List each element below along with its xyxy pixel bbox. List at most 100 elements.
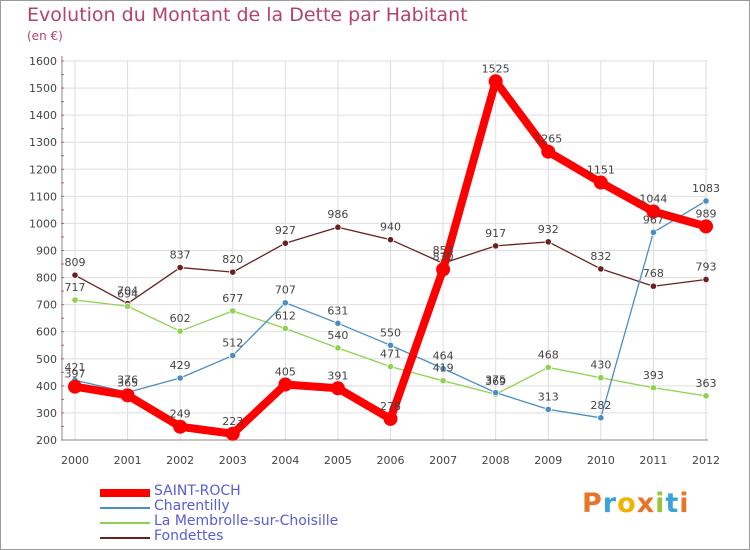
legend-swatch (100, 507, 150, 509)
data-label: 1151 (587, 164, 615, 177)
series (68, 74, 713, 441)
data-label: 468 (538, 348, 559, 361)
data-label: 853 (433, 244, 454, 257)
data-label: 471 (380, 348, 401, 361)
legend-label: SAINT-ROCH (154, 483, 241, 499)
data-point (281, 239, 289, 247)
logo-letter: r (602, 488, 618, 519)
data-point (649, 282, 658, 290)
logo-letter: t (665, 488, 680, 519)
data-label: 550 (380, 326, 401, 339)
x-tick-label: 2010 (587, 454, 615, 467)
data-point (439, 364, 447, 373)
data-point (334, 223, 342, 231)
data-point (702, 275, 710, 284)
legend-label: La Membrolle-sur-Choisille (154, 513, 339, 529)
data-point (702, 197, 710, 205)
x-tick-label: 2003 (219, 454, 247, 467)
data-point (544, 238, 552, 246)
data-label: 837 (170, 249, 191, 262)
data-label: 707 (275, 284, 296, 297)
data-label: 677 (222, 292, 243, 305)
y-tick-label: 1400 (29, 109, 57, 122)
data-point (544, 363, 552, 372)
legend-swatch (100, 489, 150, 497)
data-label: 1525 (482, 62, 510, 75)
x-tick-label: 2007 (429, 454, 457, 467)
data-label: 375 (485, 374, 506, 387)
legend-label: Charentilly (154, 498, 230, 514)
data-label: 464 (433, 350, 454, 363)
proxiti-logo: Proxiti (582, 488, 690, 519)
data-label: 1044 (639, 193, 667, 206)
data-label: 830 (433, 250, 454, 263)
y-tick-label: 800 (36, 272, 57, 285)
x-tick-label: 2004 (271, 454, 299, 467)
data-label: 369 (485, 375, 506, 388)
line-chart: 200 300 400 500 600 700 800 900 1000 1100 1200 1300… (29, 55, 720, 467)
data-label: 602 (170, 312, 191, 325)
data-point (68, 379, 82, 394)
data-point (646, 204, 661, 219)
data-point (699, 219, 713, 234)
data-point (334, 319, 342, 327)
data-label: 397 (65, 368, 86, 381)
y-tick-label: 700 (36, 299, 57, 312)
x-tick-label: 2002 (166, 454, 194, 467)
y-tick-label: 200 (36, 434, 57, 447)
data-point (488, 74, 503, 89)
data-point (436, 262, 451, 277)
data-point (702, 392, 710, 400)
data-point (71, 296, 79, 304)
data-point (544, 405, 552, 414)
y-tick-label: 1200 (29, 163, 57, 176)
data-label: 282 (590, 399, 611, 412)
data-label: 809 (65, 256, 86, 269)
data-label: 793 (696, 260, 717, 273)
data-point (176, 374, 184, 382)
data-point (176, 263, 184, 272)
data-label: 393 (643, 369, 664, 382)
data-label: 768 (643, 267, 664, 280)
y-tick-label: 400 (36, 380, 57, 393)
data-point (649, 384, 658, 392)
data-point (649, 228, 658, 236)
data-point (597, 374, 605, 382)
data-label: 363 (696, 377, 717, 390)
data-label: 631 (327, 304, 348, 317)
axes: 200 300 400 500 600 700 800 900 1000 1100 1200 1300… (29, 55, 720, 467)
data-point (71, 271, 79, 279)
data-point (334, 344, 342, 352)
data-label: 986 (327, 208, 348, 221)
y-tick-label: 600 (36, 326, 57, 339)
y-tick-label: 1000 (29, 217, 57, 230)
data-point (225, 426, 240, 441)
data-point (439, 377, 447, 385)
logo-letter: x (636, 488, 656, 519)
data-point (123, 302, 132, 310)
data-point (597, 414, 605, 422)
data-label: 927 (275, 224, 296, 237)
chart-subtitle: (en €) (27, 29, 63, 43)
data-label: 932 (538, 223, 559, 236)
data-label: 989 (696, 207, 717, 220)
y-tick-label: 1600 (29, 55, 57, 68)
data-label: 694 (117, 287, 138, 300)
data-point (492, 242, 500, 250)
data-label: 313 (538, 390, 559, 403)
x-tick-label: 2005 (324, 454, 352, 467)
data-point (492, 389, 500, 397)
data-label: 278 (380, 400, 401, 413)
data-label: 512 (222, 337, 243, 350)
data-label: 405 (275, 366, 296, 379)
data-label: 421 (65, 361, 86, 374)
x-tick-label: 2006 (377, 454, 405, 467)
data-point (229, 268, 237, 276)
legend-swatch (100, 537, 150, 539)
legend-swatch (100, 522, 150, 524)
y-tick-label: 900 (36, 245, 57, 258)
data-label: 419 (433, 362, 454, 375)
data-label: 967 (643, 213, 664, 226)
data-label: 1265 (534, 133, 562, 146)
y-tick-label: 1300 (29, 136, 57, 149)
